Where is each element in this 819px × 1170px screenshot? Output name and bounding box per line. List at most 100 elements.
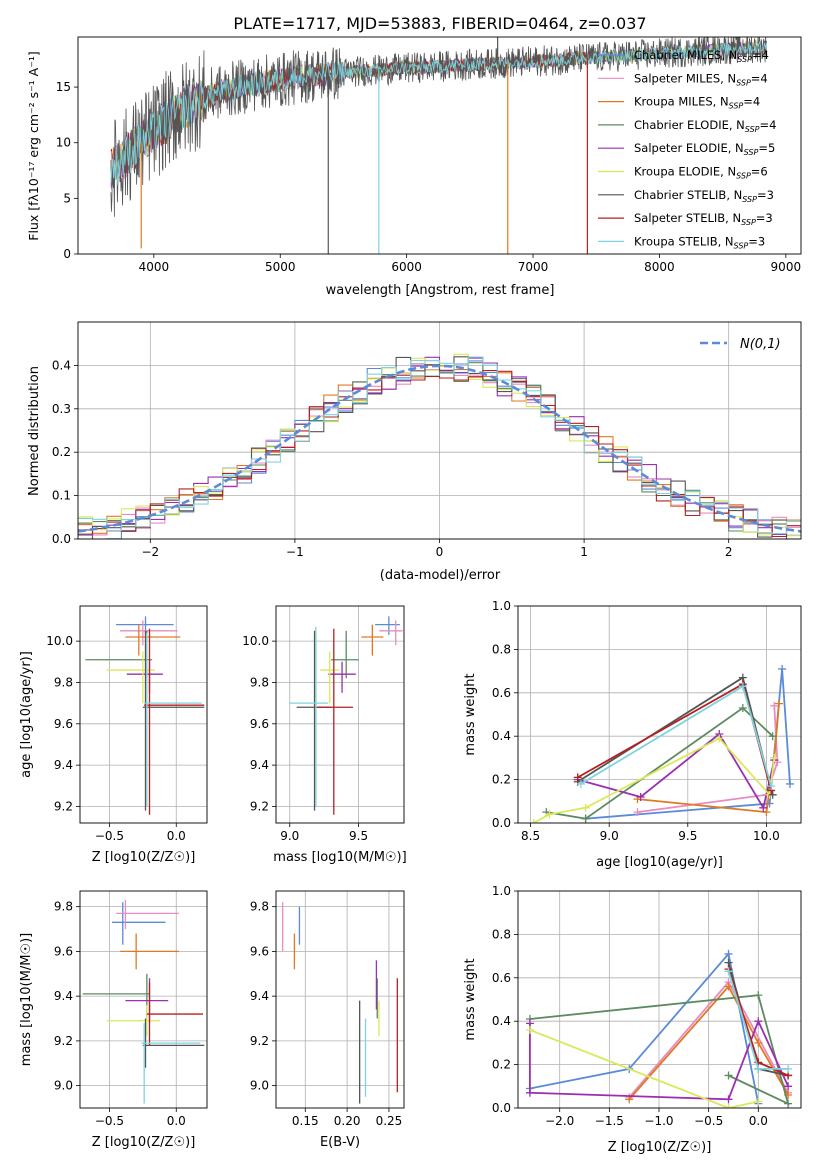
weight-marker	[724, 982, 733, 991]
y-tick-label: 9.6	[54, 944, 73, 958]
x-tick-label: 10.0	[753, 829, 780, 843]
plots-layer: 4000 5000 6000 7000 8000 9000051015wavelength…	[19, 36, 802, 1155]
x-tick-label: 2	[725, 545, 733, 559]
histogram-step	[78, 356, 801, 539]
y-tick-label: 0.0	[52, 532, 71, 546]
x-axis-label: Z [log10(Z/Z☉)]	[608, 1140, 712, 1155]
weight-line	[577, 682, 772, 791]
y-tick-label: 0.6	[492, 686, 511, 700]
weight-marker	[581, 814, 590, 823]
weight-marker	[525, 1088, 534, 1097]
legend-suffix: =4	[760, 118, 777, 132]
legend-prefix: Kroupa MILES, N	[634, 95, 729, 109]
x-axis-label: age [log10(age/yr)]	[596, 855, 723, 870]
legend-entry: Chabrier MILES, NSSP=4	[634, 48, 769, 64]
weight-marker	[768, 790, 777, 799]
y-axis-label: age [log10(age/yr)]	[19, 651, 34, 778]
weight-line	[529, 1029, 759, 1108]
x-axis-label: E(B-V)	[320, 1135, 360, 1150]
weight-marker	[770, 701, 779, 710]
weight-marker	[754, 1017, 763, 1026]
y-tick-label: 0.2	[492, 773, 511, 787]
x-axis-label: mass [log10(M/M☉)]	[273, 850, 406, 865]
plot-area	[78, 353, 801, 539]
weight-marker	[715, 734, 724, 743]
weight-marker	[529, 819, 538, 823]
legend-subscript: SSP	[744, 148, 759, 157]
y-tick-label: 9.6	[250, 717, 269, 731]
y-axis-label: Flux [fλ10⁻¹⁷ erg cm⁻² s⁻¹ A⁻¹]	[26, 51, 41, 240]
weight-marker	[633, 808, 642, 817]
y-tick-label: 9.2	[250, 1034, 269, 1048]
y-tick-label: 9.2	[54, 799, 73, 813]
x-tick-label: 5000	[265, 260, 296, 274]
legend-prefix: Kroupa ELODIE, N	[634, 165, 736, 179]
x-tick-label: 1	[580, 545, 588, 559]
weight-marker	[759, 803, 768, 812]
weight-line	[546, 706, 774, 820]
histogram-step	[78, 360, 801, 539]
legend-entry: Salpeter STELIB, NSSP=3	[634, 211, 773, 227]
plot-age-vs-mass: 9.0 9.5 9.2 9.4 9.6 9.8 10.0 mass [log10(M/M☉)]	[242, 605, 407, 865]
legend-label: N(0,1)	[740, 337, 781, 352]
y-tick-label: 15	[56, 80, 71, 94]
axes-frame	[517, 890, 802, 1109]
x-tick-label: 7000	[518, 260, 549, 274]
y-tick-label: 9.0	[54, 1079, 73, 1093]
x-tick-label: −0.5	[95, 1114, 124, 1128]
x-tick-label: 0.25	[376, 1114, 403, 1128]
legend-entry: Kroupa MILES, NSSP=4	[634, 95, 760, 111]
y-tick-label: 0.4	[492, 729, 511, 743]
legend-subscript: SSP	[745, 125, 760, 134]
weight-marker	[738, 682, 747, 691]
weight-marker	[754, 1064, 763, 1073]
figure-title: PLATE=1717, MJD=53883, FIBERID=0464, z=0…	[233, 14, 646, 33]
y-tick-label: 9.6	[54, 717, 73, 731]
y-tick-label: 0.4	[492, 1014, 511, 1028]
x-tick-label: 8.5	[521, 829, 540, 843]
plot-area	[85, 616, 205, 815]
x-axis-label: Z [log10(Z/Z☉)]	[92, 1135, 196, 1150]
weight-marker	[581, 803, 590, 812]
y-tick-label: 9.0	[250, 1079, 269, 1093]
weight-marker	[768, 732, 777, 741]
y-tick-label: 0.2	[52, 445, 71, 459]
plot-mass-weight-vs-age: 8.5 9.0 9.5 10.0 0.0 0.2 0.4 0.6 0.8 1.0 age [log1…	[463, 599, 802, 870]
weight-marker	[573, 773, 582, 782]
y-axis-label: mass [log10(M/M☉)]	[19, 933, 34, 1066]
x-tick-label: 0.0	[167, 1114, 186, 1128]
weight-marker	[724, 1104, 733, 1108]
x-tick-label: 9.0	[280, 829, 299, 843]
legend-subscript: SSP	[736, 172, 751, 181]
y-tick-label: 0.1	[52, 489, 71, 503]
legend-suffix: =3	[748, 234, 765, 248]
axes-frame	[79, 890, 208, 1109]
legend-suffix: =4	[743, 95, 760, 109]
legend-prefix: Salpeter ELODIE, N	[634, 141, 744, 155]
y-tick-label: 0	[63, 247, 71, 261]
y-tick-label: 9.8	[54, 900, 73, 914]
legend-prefix: Salpeter MILES, N	[634, 71, 736, 85]
weight-marker	[724, 967, 733, 976]
x-tick-label: 9.0	[600, 829, 619, 843]
y-tick-label: 9.2	[54, 1034, 73, 1048]
y-tick-label: 0.2	[492, 1058, 511, 1072]
legend-subscript: SSP	[737, 55, 752, 64]
legend-suffix: =4	[751, 71, 768, 85]
y-tick-label: 9.8	[54, 675, 73, 689]
x-tick-label: 0.15	[292, 1114, 319, 1128]
x-tick-label: 4000	[139, 260, 170, 274]
y-tick-label: 1.0	[492, 884, 511, 898]
x-axis-label: Z [log10(Z/Z☉)]	[92, 850, 196, 865]
axes-frame	[79, 605, 208, 824]
weight-marker	[774, 699, 783, 708]
y-tick-label: 1.0	[492, 599, 511, 613]
weight-marker	[724, 949, 733, 958]
histogram-step	[78, 356, 801, 535]
x-tick-label: −2	[141, 545, 159, 559]
legend-entry: Salpeter ELODIE, NSSP=5	[634, 141, 775, 157]
legend-prefix: Kroupa STELIB, N	[634, 234, 734, 248]
x-tick-label: 9000	[771, 260, 802, 274]
y-tick-label: 10	[56, 136, 71, 150]
weight-line	[529, 951, 760, 1104]
